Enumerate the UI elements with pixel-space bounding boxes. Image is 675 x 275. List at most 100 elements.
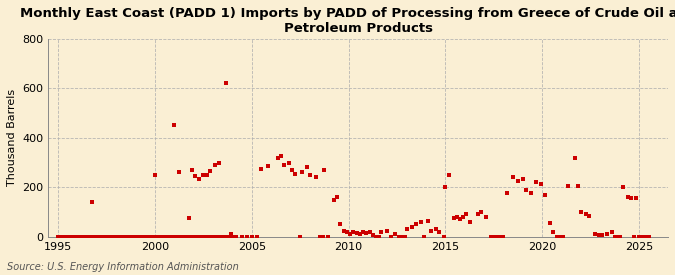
Point — [440, 185, 451, 189]
Point — [65, 235, 76, 239]
Point — [93, 235, 104, 239]
Point — [70, 235, 81, 239]
Point — [177, 235, 188, 239]
Point — [192, 235, 202, 239]
Point — [322, 235, 333, 239]
Point — [84, 235, 95, 239]
Point — [489, 235, 500, 239]
Point — [416, 220, 427, 224]
Point — [491, 235, 502, 239]
Point — [230, 235, 241, 239]
Point — [57, 235, 68, 239]
Point — [572, 184, 583, 188]
Y-axis label: Thousand Barrels: Thousand Barrels — [7, 89, 17, 186]
Point — [98, 235, 109, 239]
Point — [209, 163, 220, 167]
Point — [130, 235, 141, 239]
Point — [109, 235, 120, 239]
Point — [150, 235, 161, 239]
Point — [200, 235, 211, 239]
Point — [193, 235, 204, 239]
Point — [385, 235, 396, 239]
Point — [272, 155, 283, 160]
Point — [342, 230, 352, 234]
Point — [364, 230, 375, 235]
Point — [117, 235, 128, 239]
Point — [371, 235, 381, 239]
Point — [201, 173, 212, 177]
Point — [114, 235, 125, 239]
Point — [584, 213, 595, 218]
Point — [317, 235, 328, 239]
Point — [338, 228, 349, 233]
Point — [211, 235, 221, 239]
Point — [520, 188, 531, 192]
Point — [526, 191, 537, 196]
Point — [172, 235, 183, 239]
Point — [190, 174, 200, 178]
Point — [540, 192, 551, 197]
Point — [72, 235, 83, 239]
Point — [495, 235, 506, 239]
Point — [106, 235, 117, 239]
Point — [458, 215, 468, 219]
Point — [86, 200, 97, 204]
Point — [454, 217, 465, 222]
Point — [124, 235, 134, 239]
Point — [601, 232, 612, 236]
Point — [202, 235, 213, 239]
Point — [301, 165, 312, 170]
Point — [95, 235, 105, 239]
Point — [345, 232, 356, 236]
Point — [119, 235, 130, 239]
Point — [295, 235, 306, 239]
Point — [53, 235, 63, 239]
Point — [640, 235, 651, 239]
Point — [279, 163, 290, 167]
Point — [107, 235, 118, 239]
Point — [151, 235, 162, 239]
Point — [140, 235, 151, 239]
Point — [214, 235, 225, 239]
Text: Source: U.S. Energy Information Administration: Source: U.S. Energy Information Administ… — [7, 262, 238, 272]
Point — [182, 235, 192, 239]
Point — [198, 173, 209, 178]
Point — [390, 232, 401, 236]
Point — [590, 232, 601, 236]
Point — [90, 235, 101, 239]
Point — [127, 235, 138, 239]
Point — [92, 235, 103, 239]
Point — [335, 222, 346, 227]
Point — [555, 235, 566, 239]
Point — [159, 235, 170, 239]
Point — [155, 235, 165, 239]
Point — [606, 230, 617, 234]
Point — [64, 235, 75, 239]
Point — [246, 235, 257, 239]
Point — [558, 235, 568, 239]
Point — [221, 81, 232, 86]
Point — [242, 235, 252, 239]
Point — [153, 235, 163, 239]
Point — [132, 235, 142, 239]
Point — [535, 181, 546, 186]
Point — [163, 235, 173, 239]
Point — [314, 235, 325, 239]
Point — [354, 232, 365, 236]
Point — [185, 235, 196, 239]
Point — [184, 216, 194, 220]
Point — [169, 123, 180, 128]
Point — [142, 235, 153, 239]
Point — [167, 235, 178, 239]
Point — [643, 235, 654, 239]
Point — [518, 176, 529, 181]
Point — [201, 235, 212, 239]
Point — [439, 235, 450, 239]
Point — [419, 235, 430, 239]
Point — [190, 235, 200, 239]
Point — [129, 235, 140, 239]
Point — [206, 235, 217, 239]
Point — [481, 215, 491, 219]
Point — [610, 235, 620, 239]
Point — [562, 184, 573, 188]
